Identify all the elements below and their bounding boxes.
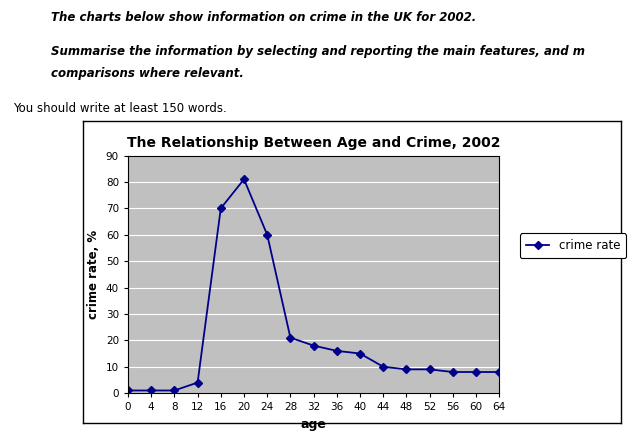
X-axis label: age: age [301, 418, 326, 431]
Text: You should write at least 150 words.: You should write at least 150 words. [13, 102, 227, 114]
Text: comparisons where relevant.: comparisons where relevant. [51, 67, 244, 80]
Text: The charts below show information on crime in the UK for 2002.: The charts below show information on cri… [51, 11, 476, 24]
Text: Summarise the information by selecting and reporting the main features, and m: Summarise the information by selecting a… [51, 45, 585, 58]
Legend: crime rate: crime rate [520, 233, 627, 258]
Y-axis label: crime rate, %: crime rate, % [87, 230, 100, 319]
Title: The Relationship Between Age and Crime, 2002: The Relationship Between Age and Crime, … [127, 136, 500, 150]
